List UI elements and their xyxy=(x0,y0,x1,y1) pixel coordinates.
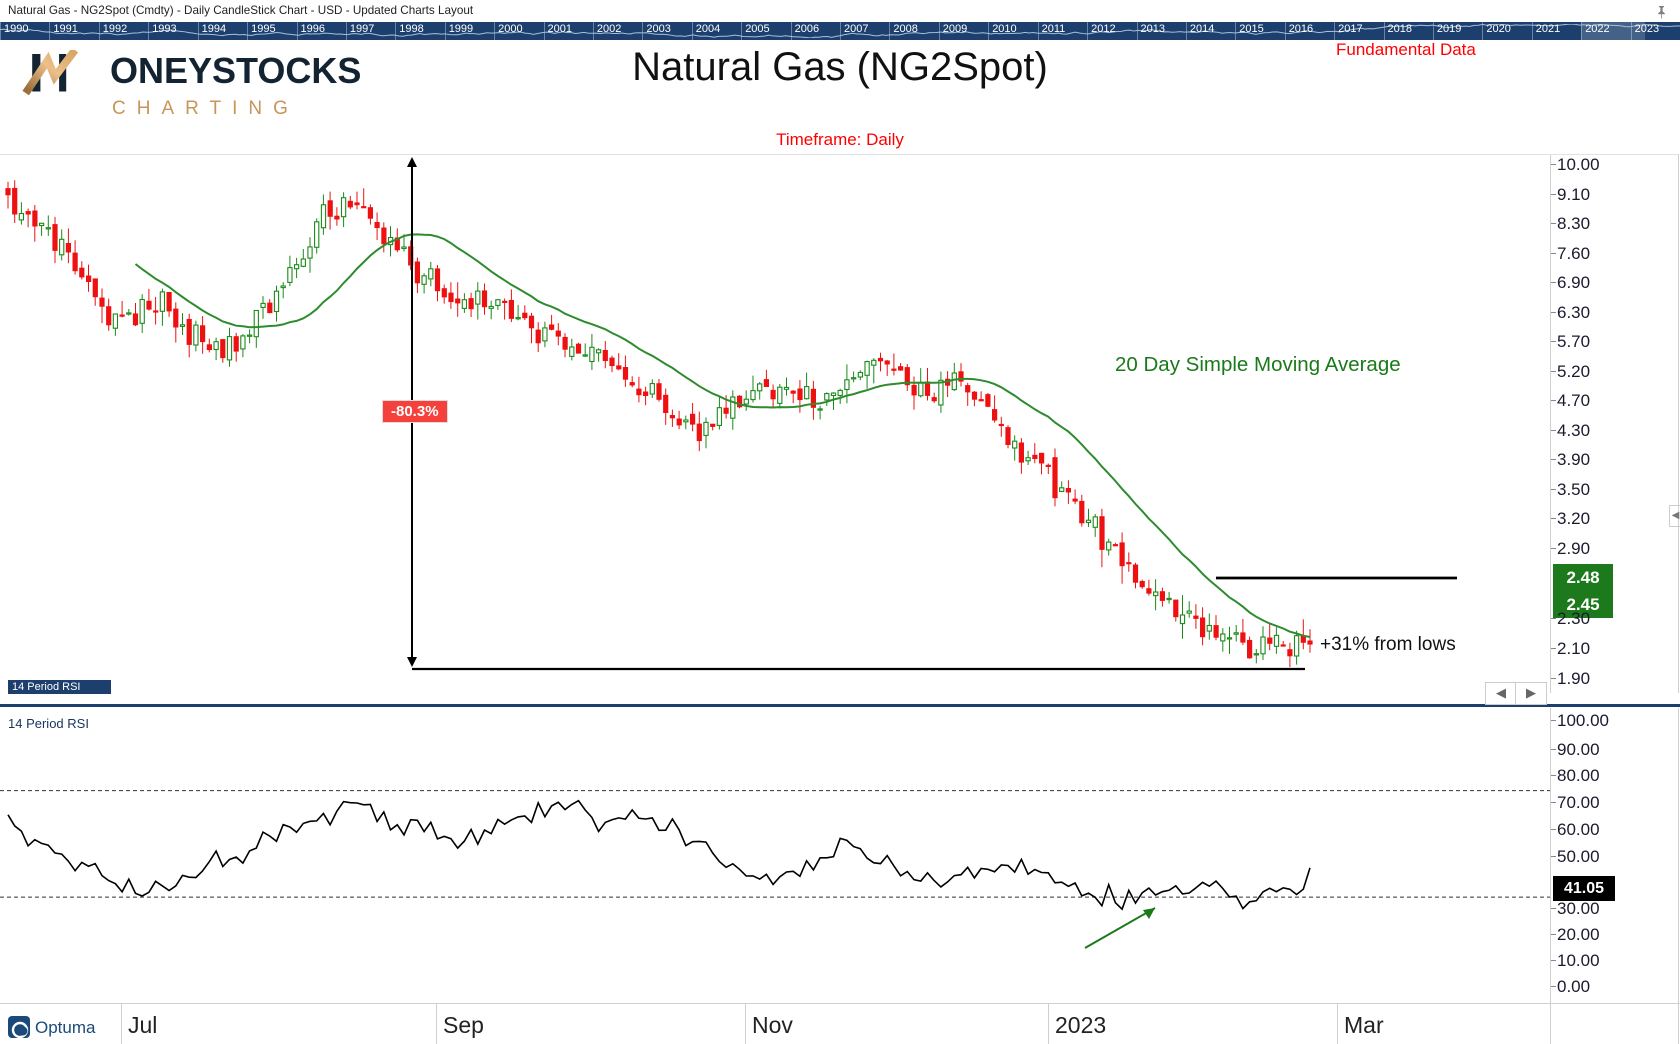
svg-text:Optuma: Optuma xyxy=(35,1018,96,1037)
